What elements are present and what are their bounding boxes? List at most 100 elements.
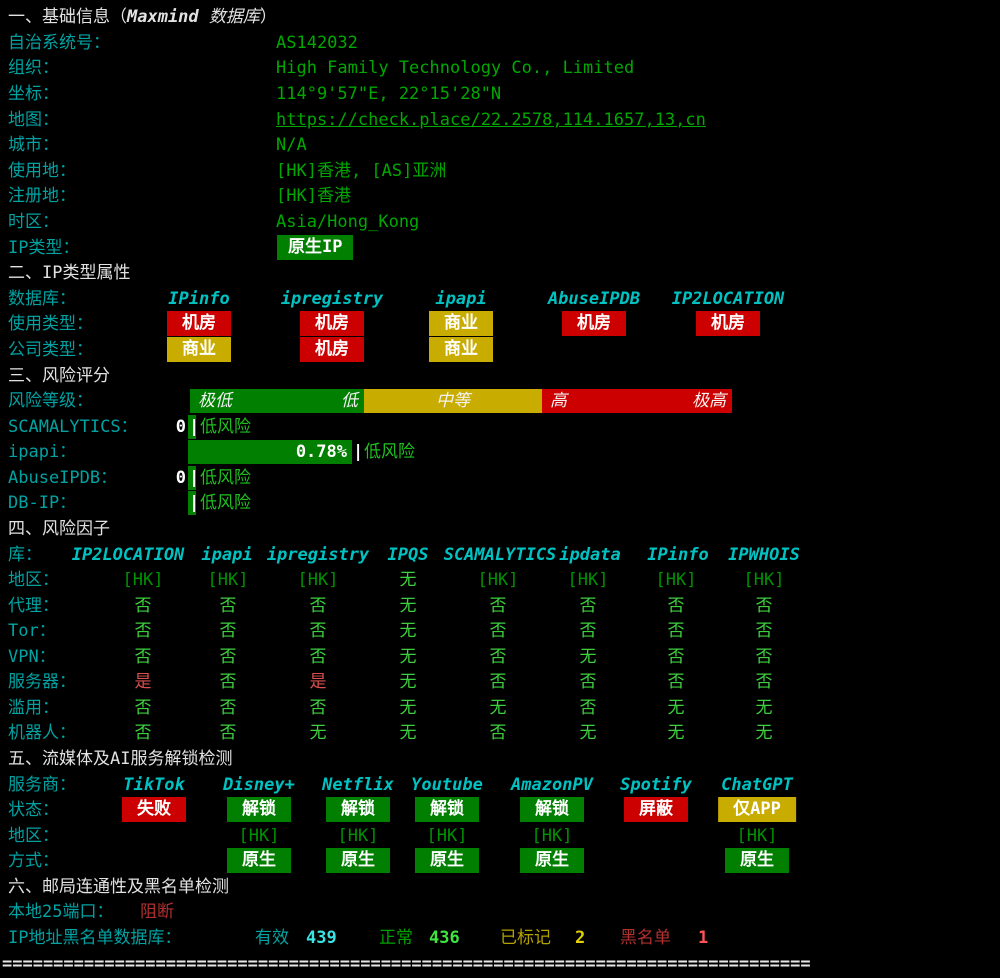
heading1-prefix: 一、基础信息（ [8,7,127,27]
tor-cell: 否 [309,621,327,641]
proxy-cell: 否 [489,596,507,616]
abuseipdb-bar [188,466,196,490]
timezone-value: Asia/Hong_Kong [276,212,420,232]
timezone-label: 时区： [8,212,59,232]
row-stream-status: 状态： 失败 解锁 解锁 解锁 解锁 屏蔽 仅APP [0,797,1000,823]
row-coordinates: 坐标： 114°9'57"E, 22°15'28"N [0,81,1000,107]
usage-badge-5: 机房 [696,311,760,336]
db-header-ipapi: ipapi [435,289,487,309]
company-badge-1: 商业 [167,337,231,362]
organization-label: 组织： [8,58,59,78]
heading1-suffix: ） [259,7,277,27]
row-usage-location: 使用地： [HK]香港, [AS]亚洲 [0,158,1000,184]
robot-cell: 否 [134,723,152,743]
ip-type-label: IP类型： [8,238,80,258]
row-factor-server: 服务器： 是 否 是 无 否 否 否 否 [0,669,1000,695]
city-value: N/A [276,135,307,155]
status-chatgpt: 仅APP [718,797,796,822]
scale-segment-medium: 中等 [364,389,542,413]
status-amazonpv: 解锁 [520,797,584,822]
proxy-cell: 否 [219,596,237,616]
tor-cell: 否 [755,621,773,641]
provider-netflix: Netflix [322,775,394,795]
map-link[interactable]: https://check.place/22.2578,114.1657,13,… [276,110,706,130]
registered-location-value: [HK]香港 [276,186,351,206]
scamalytics-label: SCAMALYTICS： [8,417,138,437]
status-youtube: 解锁 [415,797,479,822]
vpn-cell: 无 [399,647,417,667]
region-cell: [HK] [297,570,339,590]
provider-spotify: Spotify [620,775,692,795]
vpn-cell: 否 [134,647,152,667]
factor-header-ipdata: ipdata [559,545,621,565]
port25-status: 阻断 [140,902,174,922]
section1-heading: 一、基础信息（Maxmind 数据库） [0,4,1000,30]
row-ip-type: IP类型： 原生IP [0,235,1000,261]
proxy-cell: 否 [309,596,327,616]
tor-cell: 无 [399,621,417,641]
db-header-abuseipdb: AbuseIPDB [547,289,641,309]
stat-blacklist-label: 黑名单 [620,928,671,948]
vpn-cell: 无 [579,647,597,667]
robot-cell: 否 [489,723,507,743]
factor-header-ipregistry: ipregistry [266,545,370,565]
stat-marked-value: 2 [575,928,586,948]
provider-tiktok: TikTok [123,775,185,795]
heading1-maxmind: Maxmind [127,7,199,27]
usage-location-label: 使用地： [8,161,76,181]
factor-header-ip2location: IP2LOCATION [71,545,185,565]
section2-heading: 二、IP类型属性 [8,263,131,283]
abuse-cell: 否 [134,698,152,718]
row-port25: 本地25端口： 阻断 [0,899,1000,925]
row-factor-region: 地区： [HK] [HK] [HK] 无 [HK] [HK] [HK] [HK] [0,567,1000,593]
usage-badge-2: 机房 [300,311,364,336]
stat-valid-value: 439 [306,928,337,948]
provider-youtube: Youtube [411,775,483,795]
stat-normal-label: 正常 [379,928,413,948]
coordinates-label: 坐标： [8,84,59,104]
tor-cell: 否 [489,621,507,641]
factor-header-ipapi: ipapi [201,545,253,565]
scale-segment-low: 极低 低 [190,389,364,413]
usage-badge-4: 机房 [562,311,626,336]
abuse-cell: 无 [489,698,507,718]
company-badge-2: 机房 [300,337,364,362]
abuse-cell: 否 [309,698,327,718]
ipapi-score: 0.78% [295,442,347,462]
usage-badge-3: 商业 [429,311,493,336]
server-cell: 是 [134,672,152,692]
port25-label: 本地25端口： [8,902,114,922]
provider-amazonpv: AmazonPV [511,775,593,795]
dbip-label: DB-IP： [8,493,77,513]
region-amazonpv: [HK] [531,826,573,846]
row-blacklist-stats: IP地址黑名单数据库： 有效 439 正常 436 已标记 2 黑名单 1 [0,925,1000,951]
db-label: 数据库： [8,289,76,309]
tor-cell: 否 [219,621,237,641]
registered-location-label: 注册地： [8,186,76,206]
proxy-cell: 否 [579,596,597,616]
server-cell: 否 [489,672,507,692]
stat-marked-label: 已标记 [500,928,551,948]
ipapi-bar: 0.78% [188,440,352,464]
robot-cell: 无 [579,723,597,743]
region-cell: [HK] [207,570,249,590]
robot-cell: 无 [667,723,685,743]
risk-scale-label: 风险等级： [8,391,93,411]
company-type-label: 公司类型： [8,340,93,360]
method-netflix: 原生 [326,848,390,873]
proxy-cell: 否 [667,596,685,616]
section2-db-headers: 数据库： IPinfo ipregistry ipapi AbuseIPDB I… [0,286,1000,312]
asn-label: 自治系统号： [8,33,110,53]
region-cell: [HK] [567,570,609,590]
row-factor-tor: Tor： 否 否 否 无 否 否 否 否 [0,618,1000,644]
db-header-ipinfo: IPinfo [168,289,230,309]
row-map: 地图： https://check.place/22.2578,114.1657… [0,107,1000,133]
tor-cell: 否 [134,621,152,641]
row-city: 城市： N/A [0,132,1000,158]
scamalytics-bar [188,415,196,439]
status-spotify: 屏蔽 [624,797,688,822]
status-disney: 解锁 [227,797,291,822]
method-disney: 原生 [227,848,291,873]
factor-header-ipinfo: IPinfo [647,545,709,565]
